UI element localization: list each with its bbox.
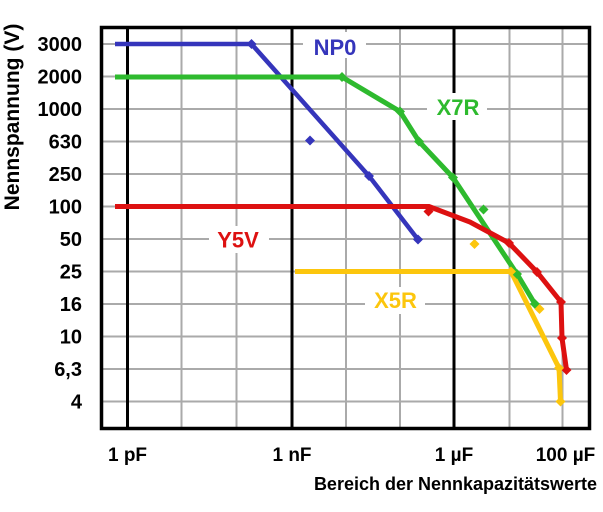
- svg-text:10: 10: [60, 327, 82, 349]
- svg-text:1 pF: 1 pF: [108, 445, 147, 466]
- svg-text:630: 630: [49, 132, 82, 154]
- svg-text:50: 50: [60, 229, 82, 251]
- svg-text:6,3: 6,3: [54, 359, 82, 381]
- svg-text:X5R: X5R: [374, 288, 417, 313]
- svg-text:100 µF: 100 µF: [536, 445, 596, 466]
- svg-text:1 nF: 1 nF: [272, 445, 311, 466]
- svg-text:X7R: X7R: [437, 95, 480, 120]
- svg-text:NP0: NP0: [314, 35, 357, 60]
- svg-text:Y5V: Y5V: [217, 228, 259, 253]
- svg-text:16: 16: [60, 294, 82, 316]
- svg-text:4: 4: [71, 392, 83, 414]
- svg-text:2000: 2000: [38, 67, 83, 89]
- svg-text:250: 250: [49, 164, 82, 186]
- svg-text:Nennspannung (V): Nennspannung (V): [1, 24, 24, 211]
- svg-text:Bereich der Nennkapazitätswert: Bereich der Nennkapazitätswerte: [314, 474, 597, 494]
- svg-text:1 µF: 1 µF: [435, 445, 473, 466]
- svg-text:3000: 3000: [38, 34, 83, 56]
- svg-text:1000: 1000: [38, 99, 83, 121]
- svg-text:100: 100: [49, 197, 82, 219]
- svg-text:25: 25: [60, 262, 82, 284]
